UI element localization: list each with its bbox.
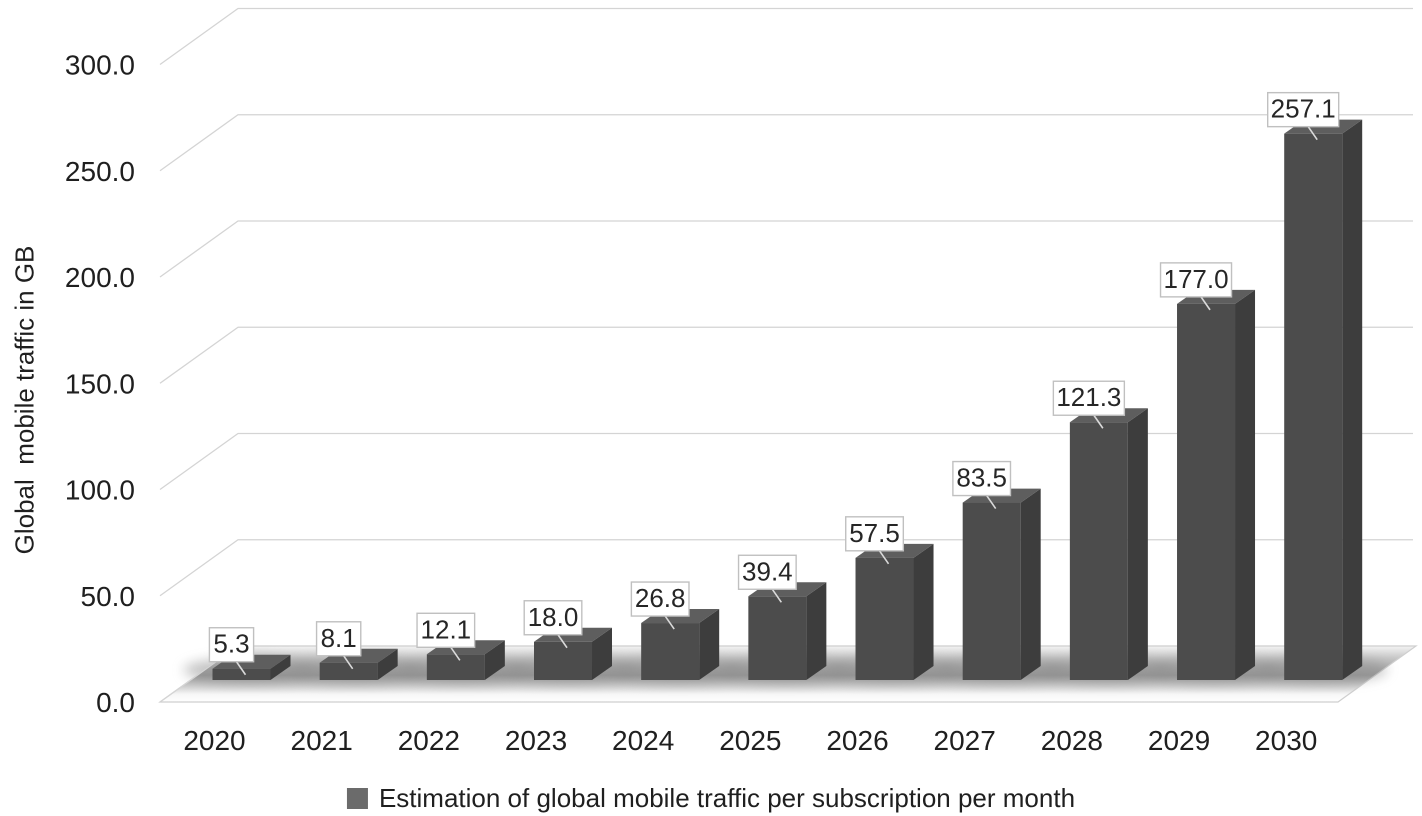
leader-line <box>1307 126 1318 141</box>
bar-front-face <box>1284 133 1343 681</box>
value-label: 12.1 <box>421 614 472 644</box>
value-label-box <box>737 554 797 590</box>
value-label: 57.5 <box>849 518 900 548</box>
y-tick-label: 200.0 <box>65 262 135 293</box>
bar-side-face <box>913 543 934 680</box>
bar-front-face <box>319 662 378 680</box>
y-tick-label: 100.0 <box>65 475 135 506</box>
bar-group <box>962 488 1041 680</box>
value-label-box <box>1266 91 1340 128</box>
gridline <box>159 432 1413 491</box>
bar-side-face <box>699 609 720 680</box>
bar-group <box>748 582 827 680</box>
bar-side-face <box>270 654 291 680</box>
y-axis-title: Global mobile traffic in GB <box>9 245 40 555</box>
bar-side-face <box>1342 119 1363 681</box>
bar-front-face <box>1069 422 1128 680</box>
value-label-box <box>845 516 905 552</box>
leader-line <box>450 646 461 661</box>
bar-side-face <box>1235 289 1256 680</box>
gridline <box>159 114 1413 172</box>
x-tick-label: 2028 <box>1041 725 1103 756</box>
bar-front-face <box>855 557 914 680</box>
value-label: 83.5 <box>956 463 1007 493</box>
x-tick-label: 2029 <box>1148 725 1210 756</box>
bar-front-face <box>1177 303 1236 680</box>
x-tick-label: 2020 <box>183 725 245 756</box>
bar-side-face <box>1127 408 1148 680</box>
y-tick-label: 300.0 <box>65 50 135 81</box>
value-label: 257.1 <box>1271 94 1336 124</box>
bar-front-face <box>748 596 807 680</box>
x-tick-label: 2027 <box>934 725 996 756</box>
value-label-box <box>208 627 255 663</box>
x-tick-label: 2022 <box>398 725 460 756</box>
leader-line <box>1093 414 1104 429</box>
bar-side-face <box>377 648 398 680</box>
leader-line <box>986 495 997 510</box>
value-label: 18.0 <box>528 602 579 632</box>
y-tick-label: 150.0 <box>65 368 135 399</box>
bar-front-face <box>962 502 1021 680</box>
leader-line <box>878 550 890 565</box>
bar-group <box>641 609 720 680</box>
x-tick-label: 2026 <box>826 725 888 756</box>
value-label: 121.3 <box>1056 382 1121 412</box>
value-label-box <box>1052 380 1126 416</box>
value-label: 8.1 <box>321 623 357 653</box>
y-tick-label: 50.0 <box>81 581 136 612</box>
x-tick-label: 2025 <box>719 725 781 756</box>
bar-front-face <box>212 668 271 680</box>
bar-side-face <box>806 582 827 680</box>
value-label-box <box>416 612 476 648</box>
value-label-box <box>315 621 362 657</box>
value-label: 5.3 <box>213 629 249 659</box>
leader-line <box>235 661 247 676</box>
bar-group <box>855 543 934 680</box>
leader-line <box>771 588 783 603</box>
leader-line <box>664 615 675 630</box>
y-tick-label: 250.0 <box>65 156 135 187</box>
legend-swatch-icon <box>346 788 368 809</box>
x-tick-label: 2021 <box>291 725 353 756</box>
bar-front-face <box>534 641 593 680</box>
bar-side-face <box>1020 488 1041 680</box>
value-label: 177.0 <box>1163 264 1228 294</box>
bar-group <box>1177 289 1256 680</box>
bar-group <box>534 627 613 680</box>
legend: Estimation of global mobile traffic per … <box>346 783 1076 814</box>
x-tick-label: 2024 <box>612 725 674 756</box>
value-label-box <box>952 460 1012 497</box>
gridline <box>159 326 1413 384</box>
leader-line <box>1200 296 1211 311</box>
gridline <box>159 7 1413 66</box>
bar-front-face <box>641 623 700 680</box>
value-label: 39.4 <box>742 556 793 586</box>
y-tick-label: 0.0 <box>96 687 135 718</box>
gridline <box>159 220 1413 278</box>
leader-line <box>557 634 568 649</box>
legend-label: Estimation of global mobile traffic per … <box>378 783 1076 813</box>
value-label-box <box>523 600 583 636</box>
bar-side-face <box>592 627 613 680</box>
bar-side-face <box>484 640 505 680</box>
x-tick-label: 2023 <box>505 725 567 756</box>
leader-line <box>343 655 354 670</box>
value-label-box <box>1159 262 1233 298</box>
value-label: 26.8 <box>635 583 686 613</box>
bar-front-face <box>426 654 485 680</box>
bar-group <box>1284 119 1363 681</box>
bar-group <box>1069 408 1148 680</box>
x-tick-label: 2030 <box>1255 725 1317 756</box>
value-label-box <box>630 581 690 617</box>
